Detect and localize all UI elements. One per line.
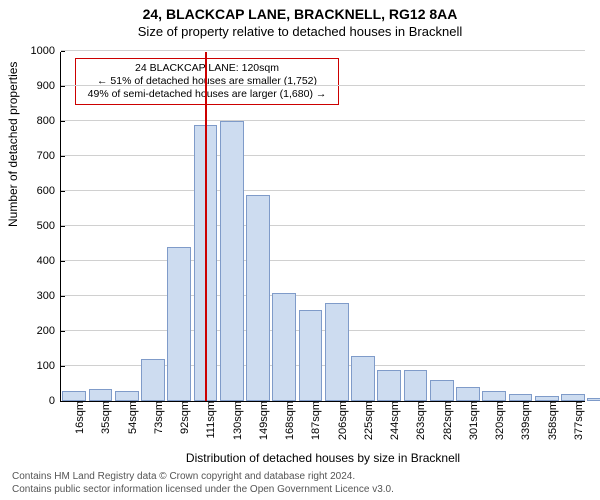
footer-line-1: Contains HM Land Registry data © Crown c… bbox=[12, 471, 394, 484]
histogram-bar bbox=[456, 387, 480, 401]
x-tick: 16sqm bbox=[70, 401, 86, 434]
annotation-line-3: 49% of semi-detached houses are larger (… bbox=[82, 88, 332, 101]
gridline-h bbox=[61, 260, 585, 261]
histogram-bar bbox=[62, 391, 86, 402]
reference-line bbox=[205, 52, 207, 401]
x-tick: 396sqm bbox=[595, 401, 600, 440]
y-axis-label: Number of detached properties bbox=[6, 61, 20, 226]
y-tick: 900 bbox=[37, 80, 61, 92]
gridline-h bbox=[61, 155, 585, 156]
gridline-h bbox=[61, 330, 585, 331]
x-tick: 358sqm bbox=[543, 401, 559, 440]
x-tick: 320sqm bbox=[490, 401, 506, 440]
y-tick: 100 bbox=[37, 360, 61, 372]
annotation-line-2: ← 51% of detached houses are smaller (1,… bbox=[82, 75, 332, 88]
gridline-h bbox=[61, 365, 585, 366]
gridline-h bbox=[61, 120, 585, 121]
y-tick: 0 bbox=[49, 395, 61, 407]
histogram-bar bbox=[246, 195, 270, 402]
x-tick: 339sqm bbox=[516, 401, 532, 440]
x-tick: 225sqm bbox=[359, 401, 375, 440]
y-tick: 200 bbox=[37, 325, 61, 337]
histogram-bar bbox=[299, 310, 323, 401]
histogram-bar bbox=[272, 293, 296, 402]
chart-subtitle: Size of property relative to detached ho… bbox=[0, 22, 600, 39]
histogram-bar bbox=[430, 380, 454, 401]
y-tick: 800 bbox=[37, 115, 61, 127]
x-tick: 377sqm bbox=[569, 401, 585, 440]
histogram-bar bbox=[325, 303, 349, 401]
x-axis-label: Distribution of detached houses by size … bbox=[61, 401, 585, 465]
y-tick: 1000 bbox=[31, 45, 61, 57]
x-tick: 168sqm bbox=[280, 401, 296, 440]
x-tick: 206sqm bbox=[333, 401, 349, 440]
x-tick: 263sqm bbox=[411, 401, 427, 440]
gridline-h bbox=[61, 295, 585, 296]
histogram-bar bbox=[115, 391, 139, 402]
x-tick: 130sqm bbox=[228, 401, 244, 440]
y-tick: 600 bbox=[37, 185, 61, 197]
histogram-bar bbox=[377, 370, 401, 402]
x-tick: 111sqm bbox=[201, 401, 217, 439]
gridline-h bbox=[61, 225, 585, 226]
x-tick: 35sqm bbox=[96, 401, 112, 434]
y-tick: 300 bbox=[37, 290, 61, 302]
footer-line-2: Contains public sector information licen… bbox=[12, 484, 394, 497]
chart-container: 24, BLACKCAP LANE, BRACKNELL, RG12 8AA S… bbox=[0, 0, 600, 500]
reference-annotation: 24 BLACKCAP LANE: 120sqm ← 51% of detach… bbox=[75, 58, 339, 105]
histogram-bar bbox=[89, 389, 113, 401]
gridline-h bbox=[61, 190, 585, 191]
chart-title: 24, BLACKCAP LANE, BRACKNELL, RG12 8AA bbox=[0, 0, 600, 22]
histogram-bar bbox=[561, 394, 585, 401]
y-tick: 700 bbox=[37, 150, 61, 162]
x-tick: 92sqm bbox=[175, 401, 191, 434]
y-tick: 500 bbox=[37, 220, 61, 232]
y-tick: 400 bbox=[37, 255, 61, 267]
histogram-bar bbox=[220, 121, 244, 401]
footer-attribution: Contains HM Land Registry data © Crown c… bbox=[12, 471, 394, 496]
annotation-line-1: 24 BLACKCAP LANE: 120sqm bbox=[82, 62, 332, 75]
gridline-h bbox=[61, 50, 585, 51]
histogram-bar bbox=[404, 370, 428, 402]
gridline-h bbox=[61, 85, 585, 86]
histogram-bar bbox=[482, 391, 506, 402]
x-tick: 244sqm bbox=[385, 401, 401, 440]
histogram-bar bbox=[141, 359, 165, 401]
histogram-bar bbox=[351, 356, 375, 402]
x-tick: 54sqm bbox=[123, 401, 139, 434]
plot-area: 24 BLACKCAP LANE: 120sqm ← 51% of detach… bbox=[60, 52, 585, 402]
x-tick: 73sqm bbox=[149, 401, 165, 434]
x-tick: 187sqm bbox=[306, 401, 322, 440]
x-tick: 301sqm bbox=[464, 401, 480, 440]
histogram-bar bbox=[509, 394, 533, 401]
x-tick: 282sqm bbox=[438, 401, 454, 440]
histogram-bar bbox=[167, 247, 191, 401]
x-tick: 149sqm bbox=[254, 401, 270, 440]
